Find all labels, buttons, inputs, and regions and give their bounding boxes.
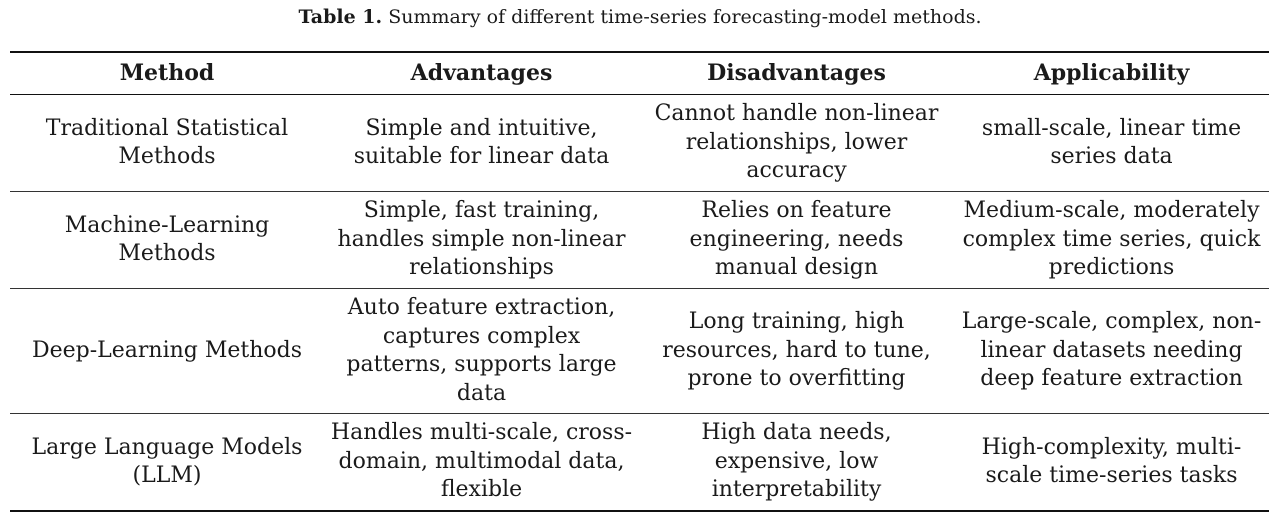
caption-label: Table 1. xyxy=(298,6,383,28)
cell-applicability: small-scale, linear time series data xyxy=(954,94,1269,192)
header-disadvantages: Disadvantages xyxy=(639,51,954,95)
cell-advantages: Simple and intuitive, suitable for linea… xyxy=(324,94,639,192)
cell-method: Large Language Models (LLM) xyxy=(10,413,324,512)
table-row: Deep-Learning Methods Auto feature extra… xyxy=(10,288,1269,414)
cell-disadvantages: High data needs, expensive, low interpre… xyxy=(639,413,954,512)
cell-method: Machine-Learning Methods xyxy=(10,191,324,289)
table-row: Traditional Statistical Methods Simple a… xyxy=(10,94,1269,192)
cell-applicability: Medium-scale, moderately complex time se… xyxy=(954,191,1269,289)
header-applicability: Applicability xyxy=(954,51,1269,95)
header-advantages: Advantages xyxy=(324,51,639,95)
cell-advantages: Simple, fast training, handles simple no… xyxy=(324,191,639,289)
cell-applicability: High-complexity, multi-scale time-series… xyxy=(954,413,1269,512)
caption-text: Summary of different time-series forecas… xyxy=(388,6,982,28)
cell-advantages: Auto feature extraction, captures comple… xyxy=(324,288,639,414)
cell-method: Deep-Learning Methods xyxy=(10,288,324,414)
cell-disadvantages: Cannot handle non-linear relationships, … xyxy=(639,94,954,192)
table-row: Large Language Models (LLM) Handles mult… xyxy=(10,413,1269,512)
table-header-row: Method Advantages Disadvantages Applicab… xyxy=(10,51,1269,95)
table-row: Machine-Learning Methods Simple, fast tr… xyxy=(10,191,1269,289)
header-method: Method xyxy=(10,51,324,95)
summary-table: Method Advantages Disadvantages Applicab… xyxy=(10,51,1269,512)
cell-advantages: Handles multi-scale, cross-domain, multi… xyxy=(324,413,639,512)
cell-applicability: Large-scale, complex, non-linear dataset… xyxy=(954,288,1269,414)
cell-method: Traditional Statistical Methods xyxy=(10,94,324,192)
cell-disadvantages: Long training, high resources, hard to t… xyxy=(639,288,954,414)
table-caption: Table 1. Summary of different time-serie… xyxy=(0,5,1280,29)
cell-disadvantages: Relies on feature engineering, needs man… xyxy=(639,191,954,289)
